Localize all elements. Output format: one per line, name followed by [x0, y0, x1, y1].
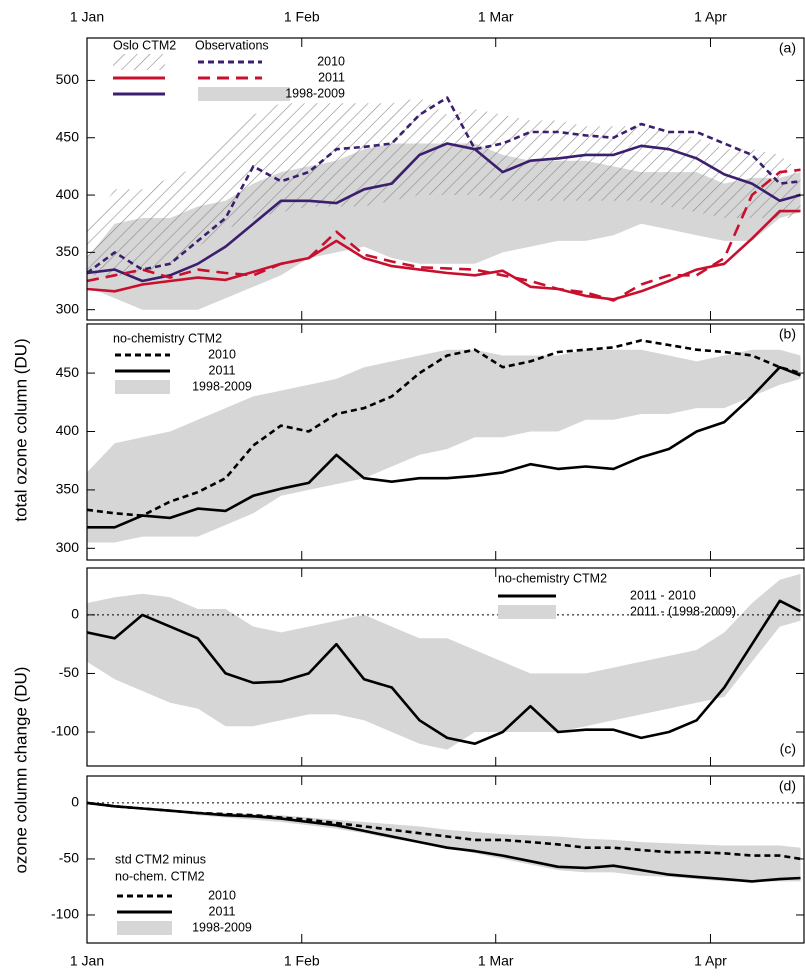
- y-tick-label: 450: [56, 364, 80, 380]
- y-tick-label: 0: [71, 606, 79, 622]
- plot-frame: [86, 37, 805, 321]
- range-band: [87, 349, 801, 543]
- legend-label: 1998-2009: [192, 920, 252, 934]
- legend-label: 2010: [317, 54, 345, 68]
- legend: Oslo CTM2 Observations 2010 2011 1998-2009: [113, 38, 345, 101]
- plot-area: [87, 573, 802, 750]
- plot-frame: [86, 323, 805, 561]
- series-line: [87, 801, 801, 861]
- plot-area: [87, 801, 801, 883]
- x-tick-label: 1 Jan: [70, 9, 104, 25]
- y-tick-label: 350: [56, 481, 80, 497]
- x-tick-label: 1 Apr: [694, 9, 727, 25]
- legend-swatch: [498, 605, 556, 619]
- y-tick-label: -50: [59, 664, 79, 680]
- series-line: [87, 599, 802, 745]
- y-tick-label: 0: [71, 794, 79, 810]
- x-tick-label: 1 Jan: [70, 953, 104, 969]
- y-axis-label: total ozone column (DU): [11, 338, 30, 521]
- legend-title: std CTM2 minus: [115, 852, 206, 866]
- y-tick-label: -100: [51, 906, 79, 922]
- legend: no-chemistry CTM2 2011 - 2010 2011 - (1998…: [498, 571, 736, 619]
- plot-area: [87, 339, 801, 543]
- x-tick-label: 1 Apr: [694, 953, 727, 969]
- y-tick-label: 300: [56, 300, 80, 316]
- legend-title: no-chemistry CTM2: [113, 331, 222, 345]
- range-band: [87, 802, 801, 882]
- legend-label: 2011: [209, 904, 236, 918]
- panel: 300 350 400 450 500 1 Jan 1 Feb 1 Mar 1 Apr (a) to…: [11, 9, 805, 522]
- series-line: [87, 339, 801, 517]
- legend-title: Oslo CTM2: [113, 38, 176, 52]
- hatched-range: [87, 97, 801, 276]
- legend-label: 1998-2009: [192, 379, 252, 393]
- x-tick-label: 1 Feb: [284, 9, 320, 25]
- legend-title: Observations: [195, 38, 269, 52]
- series-line: [87, 142, 801, 283]
- series-line: [87, 168, 801, 302]
- legend-label: 2011: [209, 363, 236, 377]
- plot-frame: [86, 775, 805, 944]
- legend-label: 2011 - 2010: [630, 588, 696, 602]
- legend-label: 2010: [208, 347, 236, 361]
- panel: -100 -50 0 (c) ozone column change (DU) no-ch…: [11, 567, 805, 874]
- legend-swatch: [115, 380, 170, 394]
- legend-swatch: [113, 54, 165, 70]
- legend-title: no-chem. CTM2: [115, 869, 205, 883]
- legend-label: 2010: [208, 888, 236, 902]
- series-line: [87, 96, 801, 275]
- y-tick-label: 300: [56, 539, 80, 555]
- legend-label: 2011 - (1998-2009): [630, 604, 736, 618]
- legend: no-chemistry CTM2 2010 2011 1998-2009: [113, 331, 252, 394]
- y-tick-label: -100: [51, 723, 79, 739]
- y-tick-label: 400: [56, 422, 80, 438]
- legend-swatch: [198, 87, 290, 101]
- legend-swatch: [117, 921, 172, 935]
- y-tick-label: -50: [59, 850, 79, 866]
- x-tick-label: 1 Feb: [284, 953, 320, 969]
- panel-label: (b): [779, 326, 796, 342]
- y-tick-label: 350: [56, 243, 80, 259]
- x-tick-label: 1 Mar: [478, 953, 514, 969]
- panel-label: (a): [779, 40, 796, 56]
- series-line: [87, 209, 801, 301]
- panel-label: (c): [780, 741, 796, 757]
- x-tick-label: 1 Mar: [478, 9, 514, 25]
- legend-title: no-chemistry CTM2: [498, 571, 607, 585]
- y-tick-label: 450: [56, 128, 80, 144]
- plot-area: [87, 96, 801, 310]
- plot-frame: [86, 567, 805, 767]
- series-line: [87, 365, 801, 529]
- panel-label: (d): [779, 778, 796, 794]
- y-axis-label: ozone column change (DU): [11, 667, 30, 874]
- y-tick-label: 500: [56, 71, 80, 87]
- range-band: [87, 573, 801, 750]
- panel: -100 -50 0 1 Jan 1 Feb 1 Mar 1 Apr (d) std CTM2 …: [51, 775, 805, 969]
- legend-label: 2011: [318, 70, 345, 84]
- y-tick-label: 400: [56, 186, 80, 202]
- legend-label: 1998-2009: [285, 86, 345, 100]
- panel: 300 350 400 450 (b) no-chemistry CTM2 2010 2011…: [56, 323, 805, 561]
